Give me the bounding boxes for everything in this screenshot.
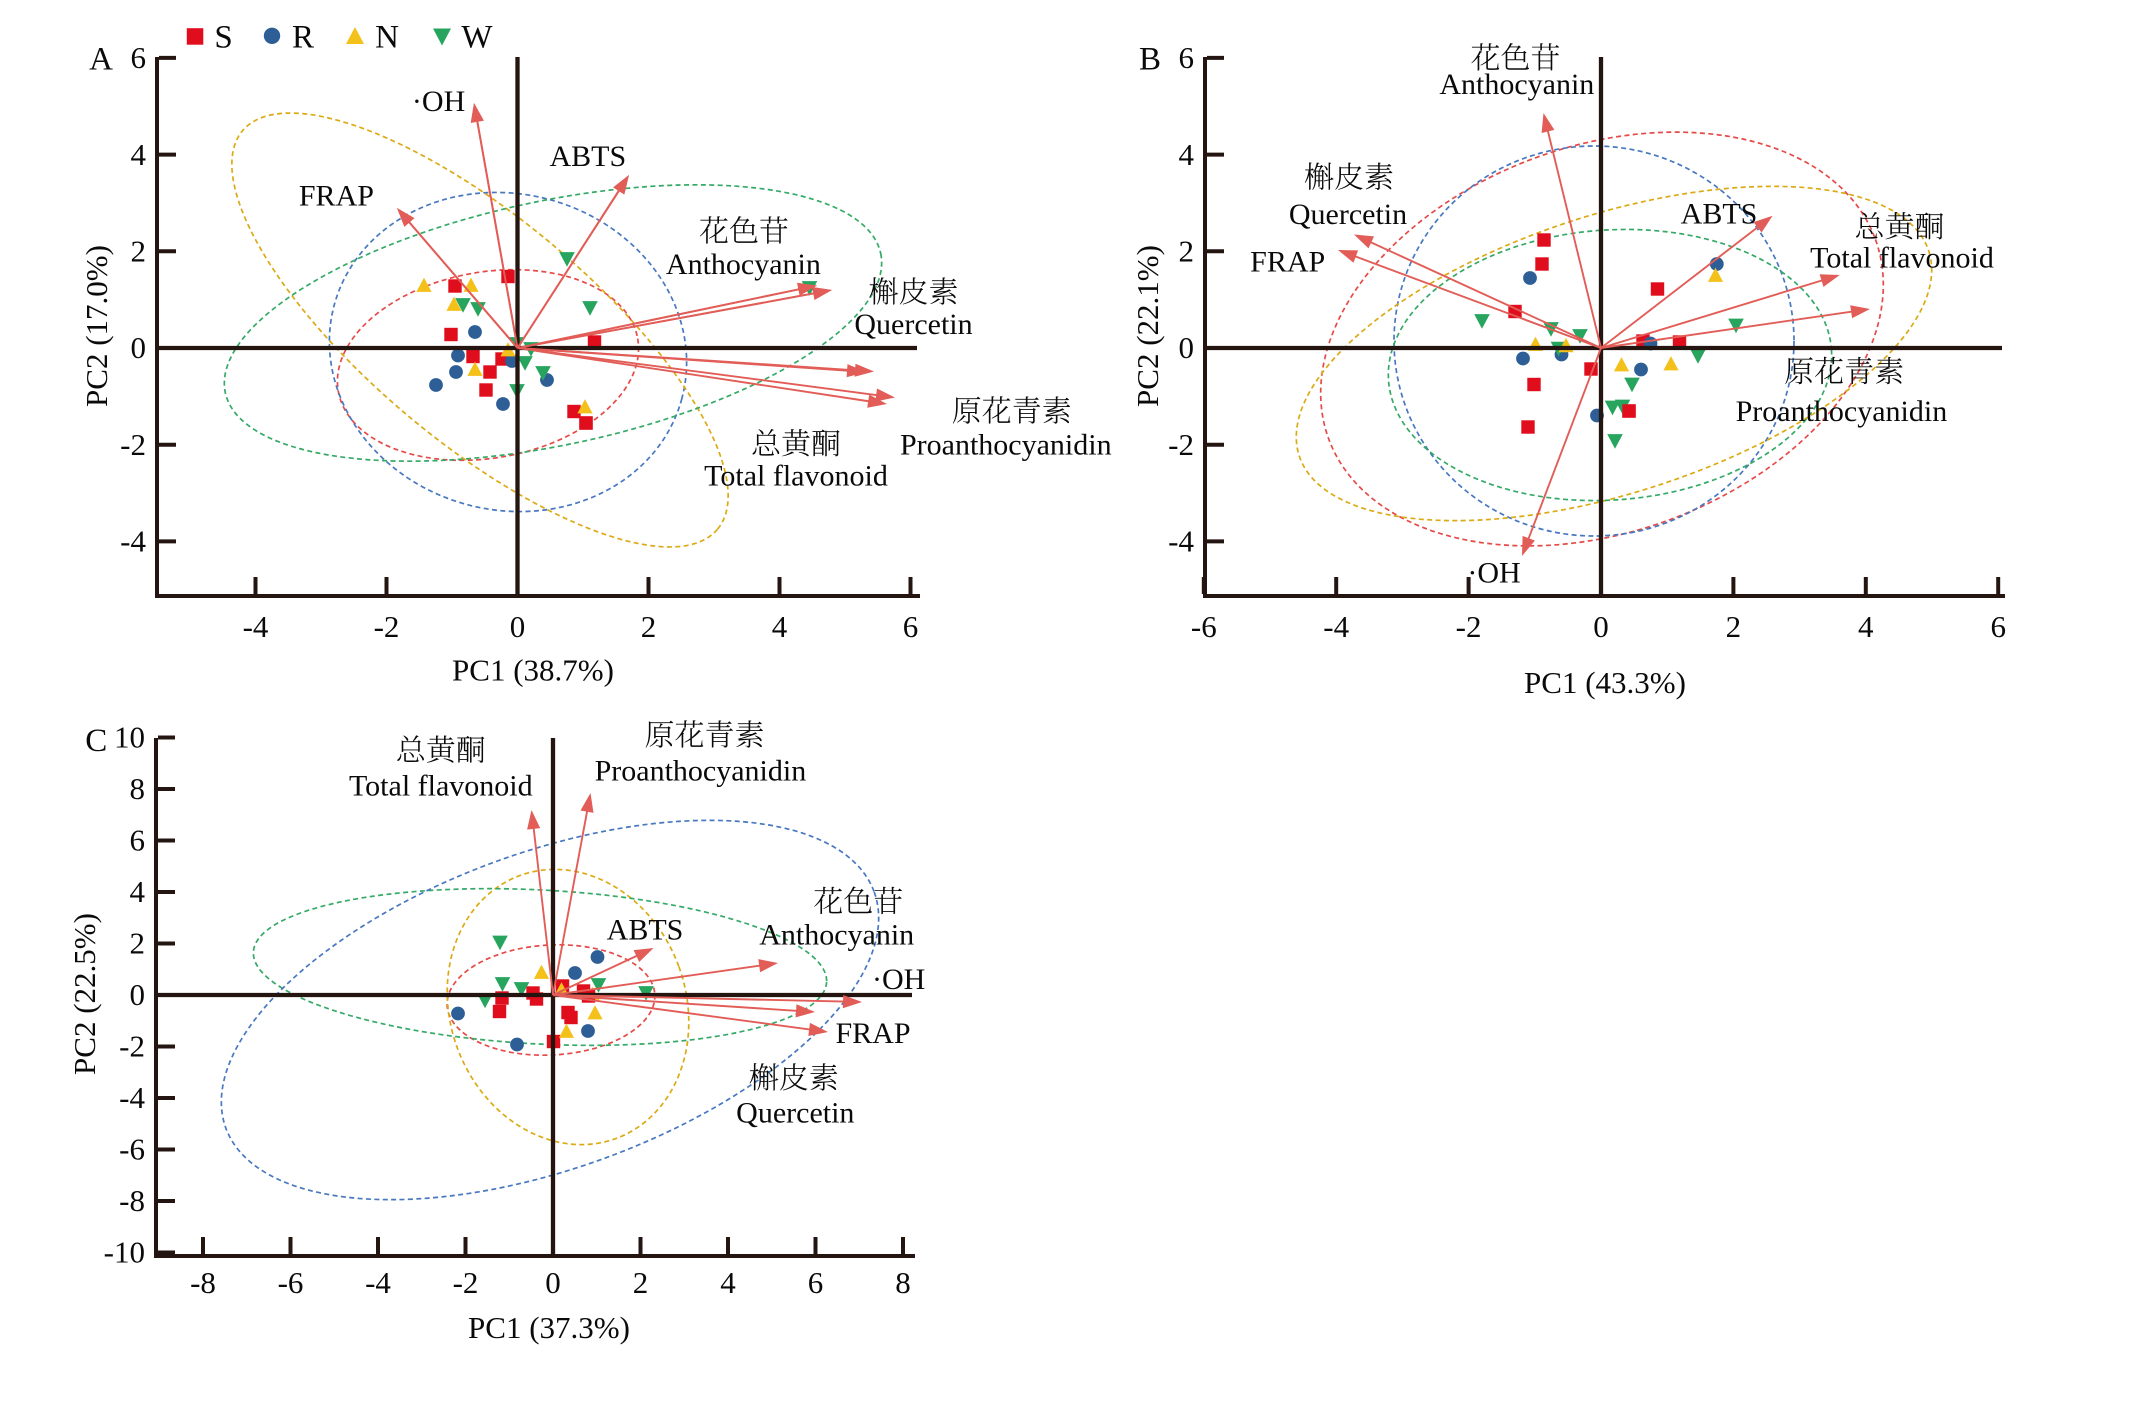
svg-text:Total flavonoid: Total flavonoid	[1810, 241, 1994, 274]
svg-text:6: 6	[1990, 609, 2006, 644]
svg-text:-2: -2	[1168, 427, 1194, 462]
svg-text:Anthocyanin: Anthocyanin	[1439, 68, 1594, 101]
svg-text:PC2 (17.0%): PC2 (17.0%)	[79, 245, 114, 407]
svg-text:0: 0	[131, 330, 147, 365]
svg-text:PC2 (22.1%): PC2 (22.1%)	[1130, 245, 1165, 407]
svg-text:4: 4	[772, 609, 788, 644]
svg-text:6: 6	[130, 823, 146, 858]
svg-text:2: 2	[1726, 609, 1742, 644]
svg-text:10: 10	[114, 720, 145, 755]
svg-text:0: 0	[510, 609, 526, 644]
svg-text:0: 0	[1179, 330, 1195, 365]
svg-text:B: B	[1139, 41, 1161, 77]
svg-text:·OH: ·OH	[412, 85, 465, 118]
svg-text:6: 6	[131, 40, 147, 75]
svg-text:2: 2	[633, 1265, 649, 1300]
svg-text:-8: -8	[190, 1265, 216, 1300]
svg-text:-6: -6	[1191, 609, 1217, 644]
svg-text:-4: -4	[1168, 524, 1194, 559]
svg-text:0: 0	[130, 977, 146, 1012]
svg-text:FRAP: FRAP	[1250, 246, 1325, 279]
svg-text:-2: -2	[1456, 609, 1482, 644]
svg-text:W: W	[461, 19, 493, 55]
svg-text:ABTS: ABTS	[549, 140, 626, 173]
svg-text:PC1 (37.3%): PC1 (37.3%)	[468, 1310, 630, 1345]
svg-text:Anthocyanin: Anthocyanin	[666, 248, 821, 281]
svg-text:S: S	[214, 19, 232, 55]
svg-text:Proanthocyanidin: Proanthocyanidin	[900, 428, 1112, 461]
svg-text:-2: -2	[453, 1265, 479, 1300]
svg-text:FRAP: FRAP	[835, 1017, 910, 1050]
svg-text:Anthocyanin: Anthocyanin	[759, 918, 914, 951]
svg-text:-2: -2	[120, 427, 146, 462]
svg-text:N: N	[375, 19, 399, 55]
svg-text:-4: -4	[119, 1080, 145, 1115]
svg-text:Total flavonoid: Total flavonoid	[704, 460, 888, 493]
svg-text:0: 0	[1593, 609, 1609, 644]
svg-text:8: 8	[895, 1265, 911, 1300]
svg-text:6: 6	[808, 1265, 824, 1300]
svg-text:·OH: ·OH	[872, 963, 925, 996]
svg-text:4: 4	[1858, 609, 1874, 644]
svg-text:4: 4	[131, 137, 147, 172]
svg-text:8: 8	[130, 771, 146, 806]
svg-text:Quercetin: Quercetin	[1289, 198, 1407, 231]
svg-text:FRAP: FRAP	[299, 180, 374, 213]
svg-text:-6: -6	[119, 1132, 145, 1167]
svg-text:2: 2	[130, 926, 146, 961]
svg-text:-2: -2	[119, 1029, 145, 1064]
svg-text:2: 2	[641, 609, 657, 644]
svg-text:Quercetin: Quercetin	[736, 1096, 854, 1129]
svg-text:PC1 (38.7%): PC1 (38.7%)	[452, 653, 614, 688]
svg-text:-10: -10	[104, 1235, 145, 1270]
svg-text:ABTS: ABTS	[607, 913, 684, 946]
svg-text:-4: -4	[365, 1265, 391, 1300]
svg-text:-8: -8	[119, 1183, 145, 1218]
svg-text:-2: -2	[374, 609, 400, 644]
svg-text:Proanthocyanidin: Proanthocyanidin	[1736, 395, 1948, 428]
svg-text:2: 2	[131, 234, 147, 269]
svg-text:PC2 (22.5%): PC2 (22.5%)	[67, 913, 102, 1075]
svg-text:A: A	[89, 41, 113, 77]
svg-text:·OH: ·OH	[1467, 556, 1520, 589]
svg-text:-4: -4	[243, 609, 269, 644]
svg-text:Total flavonoid: Total flavonoid	[349, 770, 533, 803]
svg-text:6: 6	[903, 609, 919, 644]
svg-text:Proanthocyanidin: Proanthocyanidin	[595, 755, 807, 788]
svg-text:-4: -4	[120, 524, 146, 559]
svg-text:C: C	[85, 723, 107, 759]
svg-text:-4: -4	[1323, 609, 1349, 644]
svg-text:4: 4	[720, 1265, 736, 1300]
svg-text:Quercetin: Quercetin	[854, 308, 972, 341]
svg-text:4: 4	[130, 874, 146, 909]
svg-text:-6: -6	[278, 1265, 304, 1300]
svg-text:ABTS: ABTS	[1681, 198, 1758, 231]
svg-text:R: R	[292, 19, 314, 55]
svg-text:0: 0	[545, 1265, 561, 1300]
svg-text:4: 4	[1179, 137, 1195, 172]
svg-text:2: 2	[1179, 234, 1195, 269]
svg-text:PC1 (43.3%): PC1 (43.3%)	[1524, 665, 1686, 700]
svg-text:6: 6	[1179, 40, 1195, 75]
